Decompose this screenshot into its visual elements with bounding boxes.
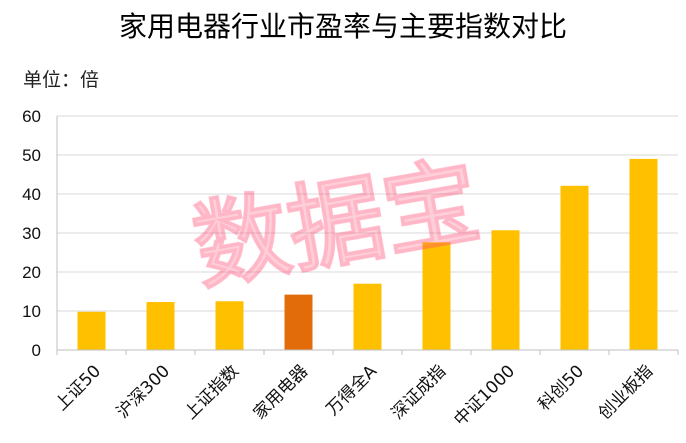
- bar-9: [629, 158, 658, 350]
- x-category-label: 上证指数: [181, 361, 243, 423]
- x-category-label: 万得全A: [323, 361, 382, 420]
- bar-3: [215, 301, 244, 350]
- bar-layer: [77, 158, 658, 350]
- bar-4: [284, 294, 313, 350]
- axis-layer: [56, 116, 679, 355]
- y-tick-label: 40: [22, 185, 41, 204]
- x-category-label: 科创50: [535, 361, 588, 414]
- bar-6: [422, 242, 451, 350]
- x-category-label: 深证成指: [388, 361, 450, 423]
- unit-label: 单位：倍: [23, 69, 99, 91]
- y-tick-label: 50: [22, 146, 41, 165]
- bar-5: [353, 283, 382, 350]
- x-category-label: 家用电器: [250, 361, 312, 423]
- x-category-label: 创业板指: [595, 361, 657, 423]
- x-category-label: 上证50: [52, 361, 105, 414]
- bar-1: [77, 311, 106, 350]
- y-tick-label: 10: [22, 302, 41, 321]
- y-tick-label: 30: [22, 224, 41, 243]
- y-tick-label: 60: [22, 107, 41, 126]
- x-category-label: 沪深300: [113, 361, 174, 422]
- chart-title: 家用电器行业市盈率与主要指数对比: [119, 10, 567, 43]
- y-tick-label: 0: [32, 341, 41, 360]
- bar-7: [491, 230, 520, 350]
- bar-8: [560, 185, 589, 350]
- bar-2: [146, 302, 175, 350]
- y-tick-label: 20: [22, 263, 41, 282]
- x-category-label: 中证1000: [450, 361, 519, 430]
